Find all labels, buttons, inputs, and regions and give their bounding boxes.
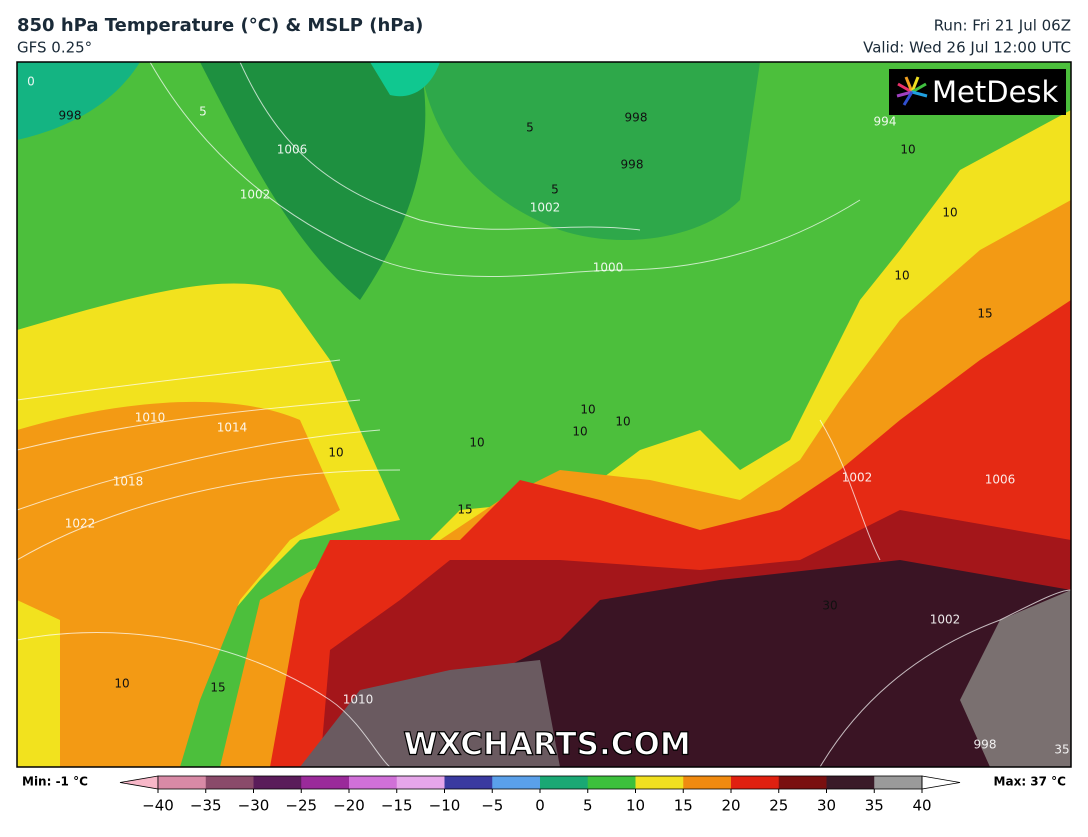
- contour-label: 10: [580, 403, 595, 417]
- contour-label: 15: [210, 681, 225, 695]
- contour-label: 1002: [930, 613, 961, 627]
- colorbar-tick-label: 30: [817, 797, 836, 815]
- watermark: WXCHARTS.COM: [403, 727, 690, 763]
- isobars: [17, 62, 1071, 767]
- contour-label: 1018: [113, 475, 144, 489]
- colorbar-segment: [301, 776, 350, 789]
- contour-label: 10: [900, 143, 915, 157]
- contour-label: 15: [457, 503, 472, 517]
- map-frame: [16, 61, 1072, 768]
- colorbar-tick-label: 10: [626, 797, 645, 815]
- contour-label: 998: [59, 109, 82, 123]
- colorbar-tick-label: −40: [142, 797, 174, 815]
- contour-label: 1010: [343, 693, 374, 707]
- max-label: Max: 37 °C: [994, 775, 1067, 789]
- contour-label: 10: [114, 677, 129, 691]
- run-label: Run: Fri 21 Jul 06Z: [934, 17, 1071, 35]
- logo-box: [889, 69, 1066, 115]
- colorbar-segment: [587, 776, 636, 789]
- contour-label: 5: [199, 105, 207, 119]
- colorbar-segment: [158, 776, 207, 789]
- contour-label: 1000: [593, 261, 624, 275]
- contour-label: 35: [1054, 743, 1069, 757]
- contour-label: 10: [942, 206, 957, 220]
- contour-label: 1014: [217, 421, 248, 435]
- contour-label: 0: [27, 75, 35, 89]
- contour-label: 994: [874, 115, 897, 129]
- logo-icon: [896, 76, 928, 106]
- contour-label: 1022: [65, 517, 96, 531]
- colorbar-segment: [683, 776, 732, 789]
- contour-label: 1006: [277, 143, 308, 157]
- colorbar-tick-label: −35: [190, 797, 222, 815]
- colorbar-tick-label: −20: [333, 797, 365, 815]
- colorbar: −40 −35 −30 −25 −20 −15 −10 −5 0 5 10 15 20 25 30 35 40: [119, 775, 961, 815]
- contour-label: 998: [621, 158, 644, 172]
- colorbar-segment: [444, 776, 493, 789]
- min-label: Min: -1 °C: [22, 775, 88, 789]
- colorbar-segment: [540, 776, 589, 789]
- colorbar-tick-label: −25: [285, 797, 317, 815]
- colorbar-tick-label: 40: [912, 797, 931, 815]
- colorbar-segment: [778, 776, 827, 789]
- colorbar-segment: [396, 776, 445, 789]
- contour-label: 1010: [135, 411, 166, 425]
- contour-label: 1002: [842, 471, 873, 485]
- colorbar-over: [921, 775, 961, 790]
- contour-label: 5: [526, 121, 534, 135]
- colorbar-segment: [826, 776, 875, 789]
- colorbar-tick-label: −15: [381, 797, 413, 815]
- contour-label: 10: [572, 425, 587, 439]
- colorbar-tick-label: 20: [721, 797, 740, 815]
- logo-text: MetDesk: [932, 75, 1059, 109]
- colorbar-segment: [731, 776, 780, 789]
- colorbar-segment: [349, 776, 398, 789]
- contour-label: 1002: [530, 201, 561, 215]
- chart-title: 850 hPa Temperature (°C) & MSLP (hPa): [17, 15, 423, 36]
- field-region: [300, 660, 560, 767]
- colorbar-tick-label: 25: [769, 797, 788, 815]
- field-region: [420, 560, 1071, 767]
- colorbar-segment: [874, 776, 923, 789]
- contour-label: 30: [822, 599, 837, 613]
- contour-label: 998: [974, 738, 997, 752]
- contour-label: 15: [977, 307, 992, 321]
- colorbar-tick-label: 35: [865, 797, 884, 815]
- colorbar-segment: [635, 776, 684, 789]
- colorbar-segment: [253, 776, 302, 789]
- contour-label: 10: [328, 446, 343, 460]
- valid-label: Valid: Wed 26 Jul 12:00 UTC: [863, 39, 1071, 57]
- field-region: [200, 62, 426, 300]
- colorbar-tick-label: −10: [429, 797, 461, 815]
- contour-label: 10: [894, 269, 909, 283]
- field-region: [17, 401, 340, 767]
- contour-label: 998: [625, 111, 648, 125]
- colorbar-tick-label: 0: [535, 797, 545, 815]
- contour-label: 1006: [985, 473, 1016, 487]
- colorbar-tick-label: 15: [674, 797, 693, 815]
- model-label: GFS 0.25°: [17, 39, 92, 57]
- colorbar-segment: [492, 776, 541, 789]
- field-region: [17, 62, 140, 140]
- colorbar-tick-label: −5: [481, 797, 503, 815]
- contour-label: 5: [551, 183, 559, 197]
- colorbar-tick-label: −30: [238, 797, 270, 815]
- colorbar-under: [119, 775, 159, 790]
- contour-label: 10: [615, 415, 630, 429]
- field-region: [960, 590, 1071, 767]
- contour-label: 10: [469, 436, 484, 450]
- contour-label: 1002: [240, 188, 271, 202]
- field-region: [370, 62, 440, 97]
- colorbar-tick-label: 5: [583, 797, 593, 815]
- field-region: [17, 62, 760, 240]
- colorbar-segment: [205, 776, 254, 789]
